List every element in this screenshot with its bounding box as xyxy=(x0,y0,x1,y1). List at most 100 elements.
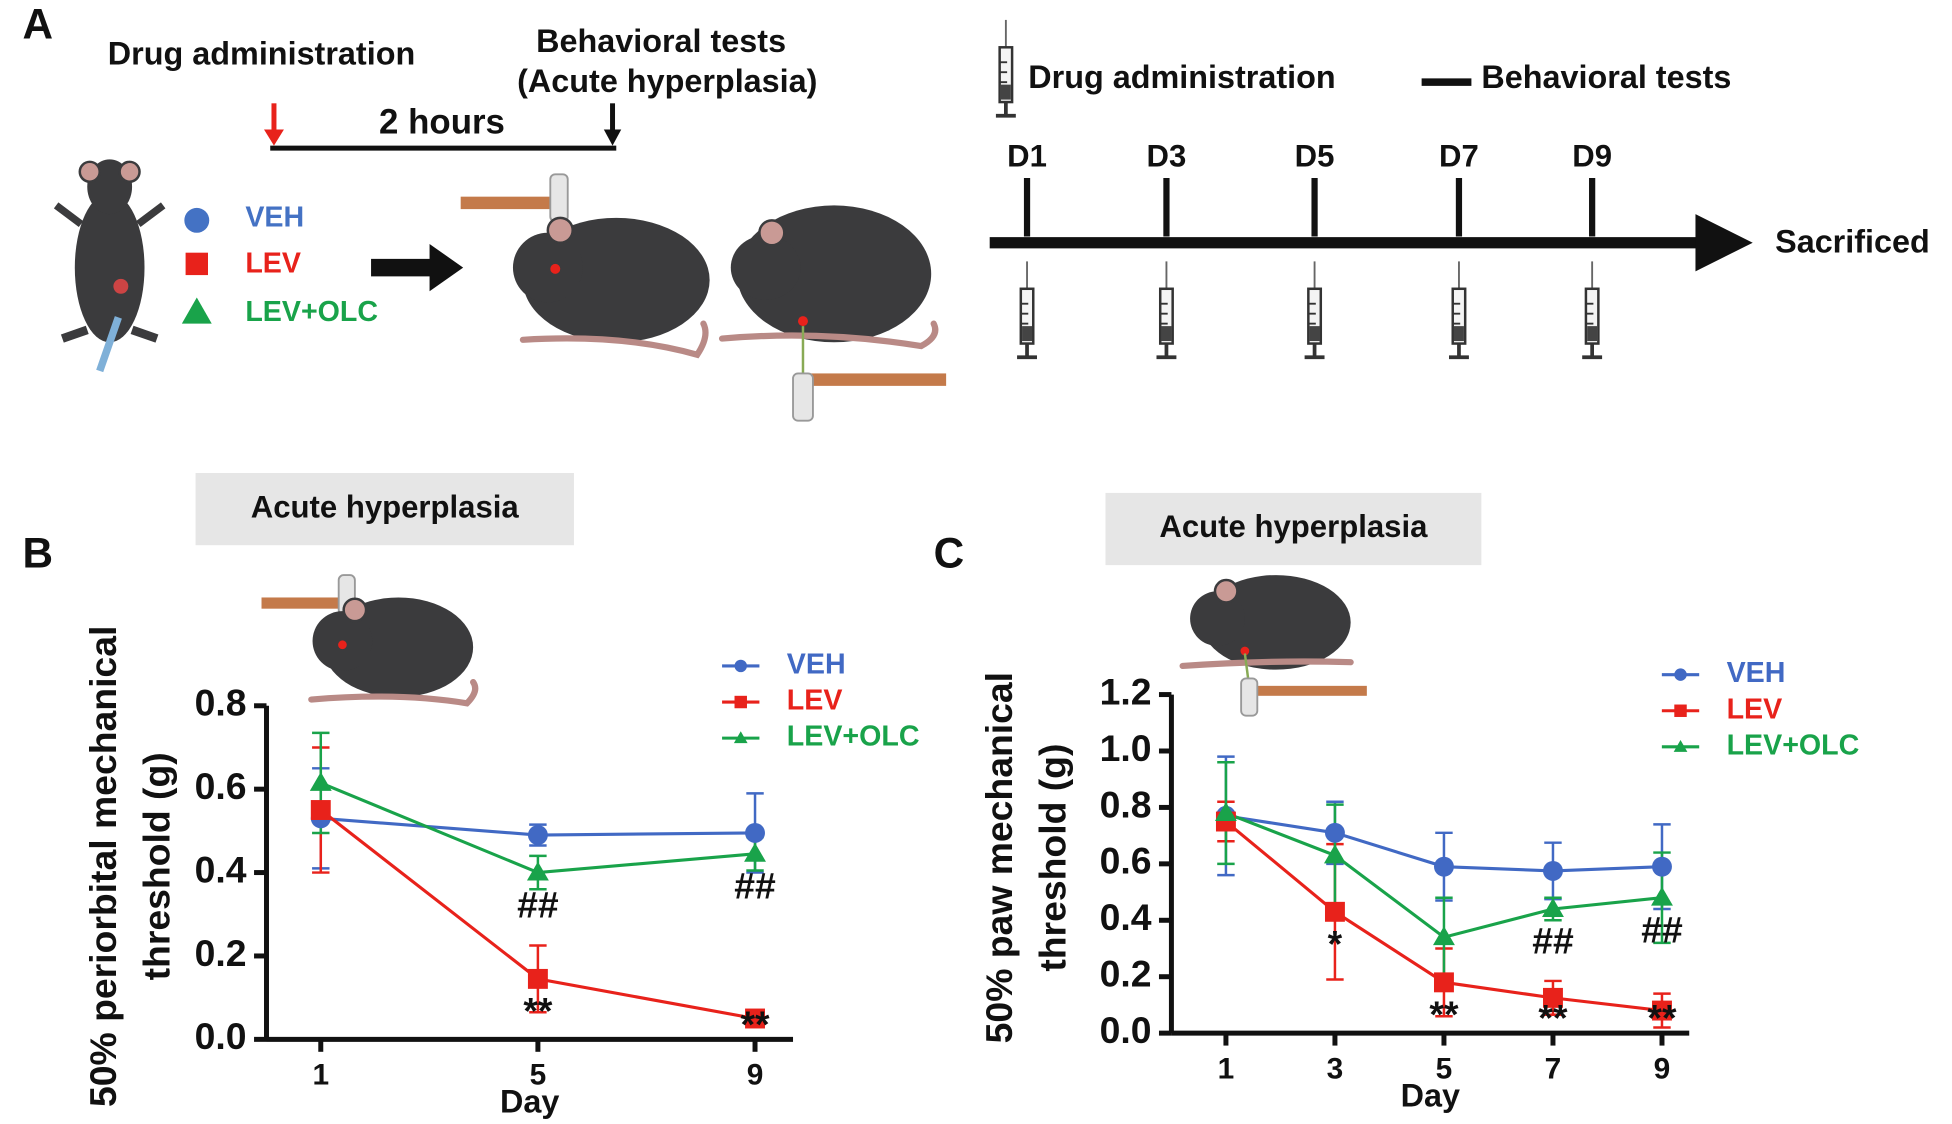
x-tick-label: 7 xyxy=(1545,1052,1562,1085)
test-label: Behavioral tests xyxy=(536,23,786,59)
marker xyxy=(744,842,766,862)
group-label: LEV xyxy=(245,248,301,280)
marker xyxy=(1651,886,1673,906)
significance-label: ** xyxy=(1538,997,1568,1039)
x-tick-label: 5 xyxy=(530,1059,547,1092)
significance-label: ## xyxy=(734,865,776,907)
legend-marker xyxy=(185,252,208,276)
x-tick-label: 5 xyxy=(1436,1052,1453,1085)
legend-label: LEV+OLC xyxy=(1727,729,1860,761)
marker xyxy=(1214,802,1237,822)
marker xyxy=(734,695,747,709)
x-tick-label: 1 xyxy=(1218,1052,1235,1085)
y-axis-label: 50% periorbital mechanical xyxy=(82,626,124,1107)
day-label: D9 xyxy=(1572,138,1612,173)
marker xyxy=(734,659,747,673)
legend-label: LEV+OLC xyxy=(787,721,920,753)
y-tick-label: 0.8 xyxy=(1100,783,1152,825)
marker xyxy=(1652,856,1672,877)
subtitle-box xyxy=(1105,492,1482,566)
marker xyxy=(1433,856,1454,877)
y-tick-label: 0.2 xyxy=(1100,953,1152,995)
x-axis-label: Day xyxy=(1401,1077,1460,1113)
y-tick-label: 0.6 xyxy=(1100,840,1152,882)
y-tick-label: 0.2 xyxy=(195,932,247,974)
day-label: D5 xyxy=(1295,138,1335,173)
arrow xyxy=(371,243,464,292)
marker xyxy=(1543,987,1563,1008)
y-tick-label: 0.8 xyxy=(195,682,247,724)
y-tick-label: 0.6 xyxy=(195,765,247,807)
marker xyxy=(1324,901,1345,922)
significance-label: ** xyxy=(523,990,553,1032)
significance-label: ## xyxy=(517,883,559,925)
end-label: Sacrificed xyxy=(1775,224,1930,260)
mouse-illustration xyxy=(53,159,166,373)
legend-label: LEV xyxy=(1727,693,1783,725)
test-label: (Acute hyperplasia) xyxy=(517,63,817,99)
marker xyxy=(1433,926,1455,946)
significance-label: ## xyxy=(1641,908,1683,950)
marker xyxy=(526,861,549,881)
legend-drug: Drug administration xyxy=(1028,59,1335,95)
y-tick-label: 0.0 xyxy=(1100,1009,1152,1051)
day-label: D1 xyxy=(1007,138,1047,173)
arrow-head xyxy=(603,129,622,146)
drug-label: Drug administration xyxy=(108,36,415,72)
marker xyxy=(1323,844,1346,864)
mouse-illustration xyxy=(460,173,947,422)
y-tick-label: 0.4 xyxy=(1100,896,1152,938)
marker xyxy=(1542,898,1564,917)
syringe-icon xyxy=(1015,259,1039,360)
marker xyxy=(527,968,548,989)
y-tick-label: 1.0 xyxy=(1100,727,1152,769)
marker xyxy=(1433,972,1454,993)
x-tick-label: 9 xyxy=(1654,1052,1671,1085)
syringe-icon xyxy=(1580,259,1604,360)
interval-label: 2 hours xyxy=(379,103,505,142)
significance-label: ** xyxy=(740,1003,770,1045)
marker xyxy=(1673,739,1688,752)
marker xyxy=(733,731,748,744)
y-tick-label: 0.0 xyxy=(195,1015,247,1057)
subtitle-box xyxy=(195,473,574,546)
y-axis-label: threshold (g) xyxy=(135,752,177,980)
legend-test: Behavioral tests xyxy=(1481,59,1731,95)
day-label: D7 xyxy=(1439,138,1479,173)
marker xyxy=(745,1008,765,1029)
arrow-head xyxy=(264,129,284,146)
marker xyxy=(527,825,548,845)
y-axis-label: 50% paw mechanical xyxy=(978,672,1020,1043)
day-label: D3 xyxy=(1147,138,1187,173)
chart-subtitle: Acute hyperplasia xyxy=(1159,509,1428,544)
legend-label: VEH xyxy=(1727,657,1786,689)
significance-label: ## xyxy=(1532,920,1574,962)
x-tick-label: 9 xyxy=(747,1059,764,1092)
x-tick-label: 3 xyxy=(1327,1052,1344,1085)
panel-label: A xyxy=(23,1,54,48)
significance-label: * xyxy=(1328,923,1343,965)
mouse-illustration xyxy=(261,574,1367,717)
legend-label: VEH xyxy=(787,648,846,680)
group-label: VEH xyxy=(245,202,304,234)
marker xyxy=(1543,860,1563,881)
syringe-icon xyxy=(1447,259,1471,360)
marker xyxy=(310,800,331,820)
legend-label: LEV xyxy=(787,685,843,717)
group-label: LEV+OLC xyxy=(245,296,378,328)
significance-label: ** xyxy=(1647,997,1677,1039)
syringe-icon xyxy=(1154,259,1179,360)
x-tick-label: 1 xyxy=(312,1059,329,1092)
x-axis-label: Day xyxy=(500,1084,559,1120)
arrow-head xyxy=(1695,214,1753,272)
marker xyxy=(1674,704,1687,717)
legend-marker xyxy=(184,207,210,233)
marker xyxy=(1652,1000,1672,1021)
chart-subtitle: Acute hyperplasia xyxy=(251,489,520,524)
syringe-icon xyxy=(1302,259,1327,360)
panel-label: B xyxy=(23,530,54,577)
marker xyxy=(309,771,332,791)
syringe-icon xyxy=(994,18,1018,118)
y-tick-label: 1.2 xyxy=(1100,670,1152,712)
